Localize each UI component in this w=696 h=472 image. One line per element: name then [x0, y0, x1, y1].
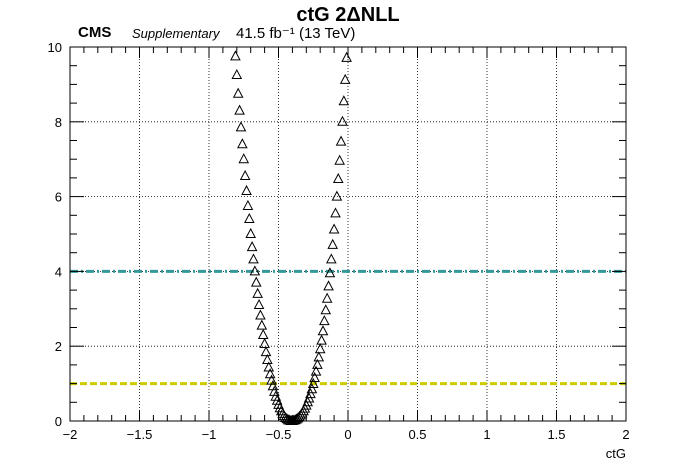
data-point: [248, 253, 259, 264]
x-tick-label: −1: [202, 427, 217, 442]
x-tick-label: −1.5: [127, 427, 153, 442]
x-tick-label: 2: [622, 427, 629, 442]
data-point: [232, 87, 244, 98]
data-point: [327, 238, 339, 249]
y-tick-label: 4: [55, 264, 62, 279]
data-point: [260, 346, 272, 357]
data-point: [294, 410, 305, 421]
x-tick-label: 0.5: [408, 427, 426, 442]
data-point: [262, 353, 273, 365]
x-tick-label: 1.5: [547, 427, 565, 442]
data-point: [339, 73, 351, 84]
data-point: [270, 390, 282, 401]
data-point: [309, 371, 320, 382]
data-point: [243, 212, 255, 224]
data-point: [302, 396, 314, 407]
data-point: [252, 287, 263, 298]
data-point: [281, 413, 293, 424]
x-tick-label: −2: [63, 427, 78, 442]
data-point: [334, 154, 345, 165]
data-point: [316, 334, 327, 345]
data-point: [289, 414, 301, 425]
data-point: [324, 267, 336, 278]
x-tick-label: 1: [483, 427, 490, 442]
data-point: [231, 68, 243, 80]
data-point: [256, 319, 268, 330]
data-point: [310, 365, 322, 376]
x-axis-label: ctG: [605, 446, 626, 461]
data-point: [292, 412, 304, 423]
data-point: [307, 377, 319, 388]
chart-title: ctG 2ΔNLL: [296, 4, 400, 26]
data-point: [235, 121, 247, 132]
data-point: [237, 138, 248, 149]
data-point: [312, 358, 323, 369]
data-point: [239, 169, 251, 181]
tick-labels: −2 −1.5 −1 −0.5 0 0.5 1 1.5 2 0 2 4 6 8 10: [48, 40, 630, 442]
data-point: [238, 153, 250, 164]
axis-ticks: [69, 46, 627, 422]
data-point: [314, 343, 326, 354]
data-point: [305, 388, 316, 399]
y-tick-label: 6: [55, 190, 62, 205]
data-point: [253, 298, 265, 310]
data-point: [246, 241, 258, 252]
data-point: [319, 315, 330, 326]
data-point: [325, 253, 337, 264]
data-point: [306, 383, 318, 394]
data-point: [241, 184, 252, 195]
data-point: [271, 394, 283, 405]
data-point: [230, 50, 241, 61]
data-point: [341, 51, 352, 62]
data-point: [331, 190, 343, 201]
data-point: [317, 325, 329, 336]
data-markers: [230, 50, 352, 425]
data-point: [332, 172, 344, 184]
data-point: [313, 351, 325, 362]
status-label: Supplementary: [132, 26, 220, 41]
data-point: [257, 328, 269, 339]
luminosity-label: 41.5 fb⁻¹ (13 TeV): [236, 25, 356, 42]
y-tick-label: 0: [55, 414, 62, 429]
data-point: [320, 304, 332, 315]
y-tick-label: 10: [48, 40, 62, 55]
data-point: [328, 223, 340, 234]
y-tick-label: 8: [55, 115, 62, 130]
data-point: [335, 135, 347, 146]
y-tick-label: 2: [55, 339, 62, 354]
data-point: [321, 292, 333, 303]
data-point: [249, 265, 261, 276]
experiment-label: CMS: [78, 24, 112, 41]
data-point: [338, 95, 350, 106]
data-point: [337, 115, 348, 126]
x-tick-label: −0.5: [266, 427, 292, 442]
data-point: [242, 199, 254, 210]
data-point: [259, 337, 270, 348]
grid: [70, 47, 626, 421]
data-point: [255, 309, 266, 320]
x-tick-label: 0: [344, 427, 351, 442]
data-point: [234, 104, 245, 115]
data-point: [330, 207, 341, 218]
data-point: [245, 227, 257, 238]
data-point: [323, 280, 334, 291]
reference-lines: [70, 269, 626, 386]
data-point: [250, 276, 262, 287]
